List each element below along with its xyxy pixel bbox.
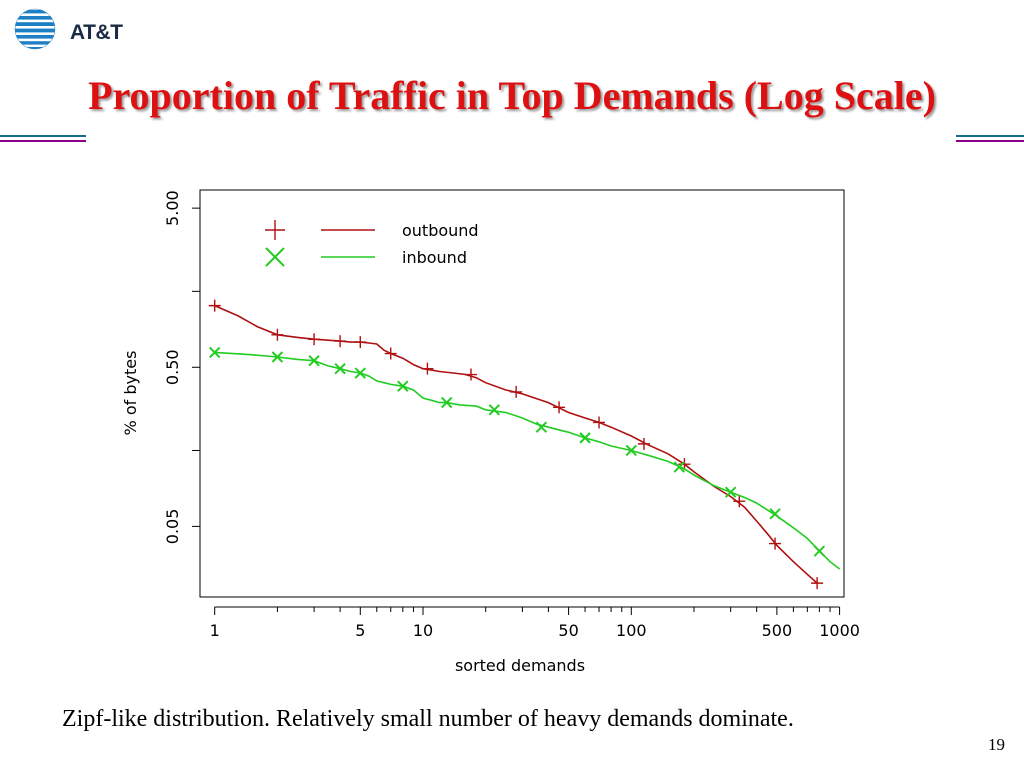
traffic-chart: 5.00 0.50 0.05 1 5 10 50 100 500 1000 outbound in… (100, 175, 880, 685)
data-point-cross (488, 404, 501, 416)
title-rule-left-top (0, 135, 86, 137)
x-tick-label: 5 (355, 621, 365, 640)
data-point-plus (421, 362, 434, 375)
x-tick-label: 1 (210, 621, 220, 640)
data-point-cross (813, 545, 826, 557)
data-point-plus (334, 335, 347, 348)
data-point-plus (637, 437, 650, 450)
title-rule-left-bottom (0, 140, 86, 142)
y-tick-label: 5.00 (163, 190, 182, 226)
series-line-outbound (214, 304, 818, 584)
data-point-plus (811, 577, 824, 590)
data-point-cross (769, 508, 781, 520)
att-globe-icon (14, 8, 56, 50)
data-point-cross (208, 346, 221, 359)
data-point-cross (535, 421, 548, 433)
data-point-plus (384, 347, 397, 360)
title-rule-right-top (956, 135, 1024, 137)
data-point-plus (208, 299, 221, 312)
data-point-cross (397, 380, 409, 392)
data-point-cross (724, 486, 737, 498)
series-inbound (208, 346, 841, 570)
x-axis: 1 5 10 50 100 500 1000 (210, 606, 860, 640)
legend-label-outbound: outbound (402, 221, 479, 240)
y-tick-label: 0.50 (163, 349, 182, 385)
x-tick-label: 500 (762, 621, 793, 640)
data-point-plus (464, 368, 477, 381)
slide-title: Proportion of Traffic in Top Demands (Lo… (88, 73, 936, 118)
x-tick-label: 100 (616, 621, 647, 640)
y-tick-label: 0.05 (163, 509, 182, 545)
data-point-cross (441, 396, 453, 409)
x-tick-label: 10 (413, 621, 433, 640)
data-point-plus (354, 336, 367, 349)
data-point-cross (334, 362, 346, 375)
logo-text: AT&T (70, 21, 123, 44)
x-tick-label: 1000 (819, 621, 860, 640)
series-outbound (208, 299, 824, 590)
x-tick-label: 50 (558, 621, 578, 640)
data-point-plus (271, 328, 284, 341)
slide-caption: Zipf-like distribution. Relatively small… (62, 706, 794, 732)
att-logo: AT&T (14, 8, 124, 50)
y-axis-label: % of bytes (121, 351, 140, 436)
title-rule-right-bottom (956, 140, 1024, 142)
data-point-plus (265, 220, 285, 240)
chart-svg: 5.00 0.50 0.05 1 5 10 50 100 500 1000 outbound in… (121, 189, 860, 675)
legend-label-inbound: inbound (402, 248, 467, 267)
y-axis: 5.00 0.50 0.05 (163, 190, 200, 544)
data-point-plus (308, 333, 321, 346)
data-point-cross (308, 354, 320, 367)
data-point-cross (579, 432, 591, 444)
data-point-plus (553, 401, 566, 414)
data-point-plus (733, 495, 746, 508)
data-point-cross (673, 461, 686, 473)
page-number: 19 (988, 735, 1005, 754)
data-point-cross (625, 444, 637, 457)
data-point-plus (593, 416, 606, 429)
series-line-inbound (214, 351, 841, 570)
data-point-plus (769, 537, 782, 550)
data-point-cross (271, 351, 284, 363)
plot-frame (199, 189, 845, 598)
data-point-cross (265, 247, 285, 267)
data-point-cross (354, 367, 367, 379)
legend: outbound inbound (265, 220, 479, 267)
x-axis-label: sorted demands (455, 656, 585, 675)
data-point-plus (510, 385, 523, 398)
series-layer (208, 299, 841, 590)
